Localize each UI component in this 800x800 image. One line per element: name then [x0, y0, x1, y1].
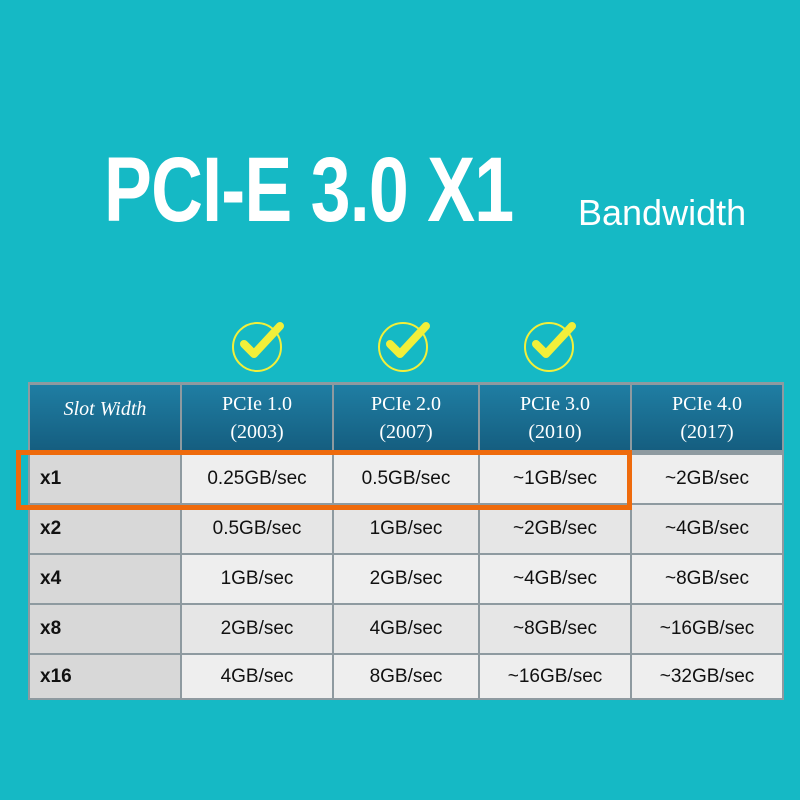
- row-label: x4: [30, 555, 180, 603]
- header-name: PCIe 1.0: [222, 392, 292, 415]
- row-label: x1: [30, 455, 180, 503]
- table-cell: 0.5GB/sec: [334, 455, 478, 503]
- header-name: PCIe 2.0: [371, 392, 441, 415]
- column-header: PCIe 2.0 (2007): [334, 385, 478, 450]
- bandwidth-table: Slot Width PCIe 1.0 (2003) PCIe 2.0 (2007) PC…: [28, 382, 784, 700]
- row-label: x8: [30, 605, 180, 653]
- table-cell: 1GB/sec: [182, 555, 332, 603]
- table-cell: ~4GB/sec: [632, 505, 782, 553]
- highlight-box-x1: [16, 450, 632, 510]
- header-year: (2003): [230, 420, 284, 443]
- table-cell: ~4GB/sec: [480, 555, 630, 603]
- page-title: PCI-E 3.0 X1: [104, 139, 514, 241]
- checkmark-icon: [232, 322, 284, 372]
- header-name: Slot Width: [63, 398, 147, 420]
- column-header: Slot Width: [30, 385, 180, 450]
- row-label: x16: [30, 655, 180, 698]
- header-name: PCIe 4.0: [672, 392, 742, 415]
- table-cell: 1GB/sec: [334, 505, 478, 553]
- page-subtitle: Bandwidth: [578, 192, 747, 233]
- checkmark-icon: [378, 322, 430, 372]
- table-cell: ~8GB/sec: [632, 555, 782, 603]
- column-header: PCIe 3.0 (2010): [480, 385, 630, 450]
- table-cell: 4GB/sec: [182, 655, 332, 698]
- table-cell: 0.25GB/sec: [182, 455, 332, 503]
- table-cell: 0.5GB/sec: [182, 505, 332, 553]
- checkmark-icon: [524, 322, 576, 372]
- table-cell: ~1GB/sec: [480, 455, 630, 503]
- column-header: PCIe 1.0 (2003): [182, 385, 332, 450]
- header-year: (2017): [680, 420, 734, 443]
- table-cell: ~2GB/sec: [632, 455, 782, 503]
- table-cell: ~32GB/sec: [632, 655, 782, 698]
- table-cell: 2GB/sec: [334, 555, 478, 603]
- table-cell: ~8GB/sec: [480, 605, 630, 653]
- table-cell: ~2GB/sec: [480, 505, 630, 553]
- header-year: (2010): [528, 420, 582, 443]
- table-cell: ~16GB/sec: [632, 605, 782, 653]
- column-header: PCIe 4.0 (2017): [632, 385, 782, 450]
- table-cell: 8GB/sec: [334, 655, 478, 698]
- table-cell: ~16GB/sec: [480, 655, 630, 698]
- row-label: x2: [30, 505, 180, 553]
- table-cell: 4GB/sec: [334, 605, 478, 653]
- header-name: PCIe 3.0: [520, 392, 590, 415]
- header-year: (2007): [379, 420, 433, 443]
- table-cell: 2GB/sec: [182, 605, 332, 653]
